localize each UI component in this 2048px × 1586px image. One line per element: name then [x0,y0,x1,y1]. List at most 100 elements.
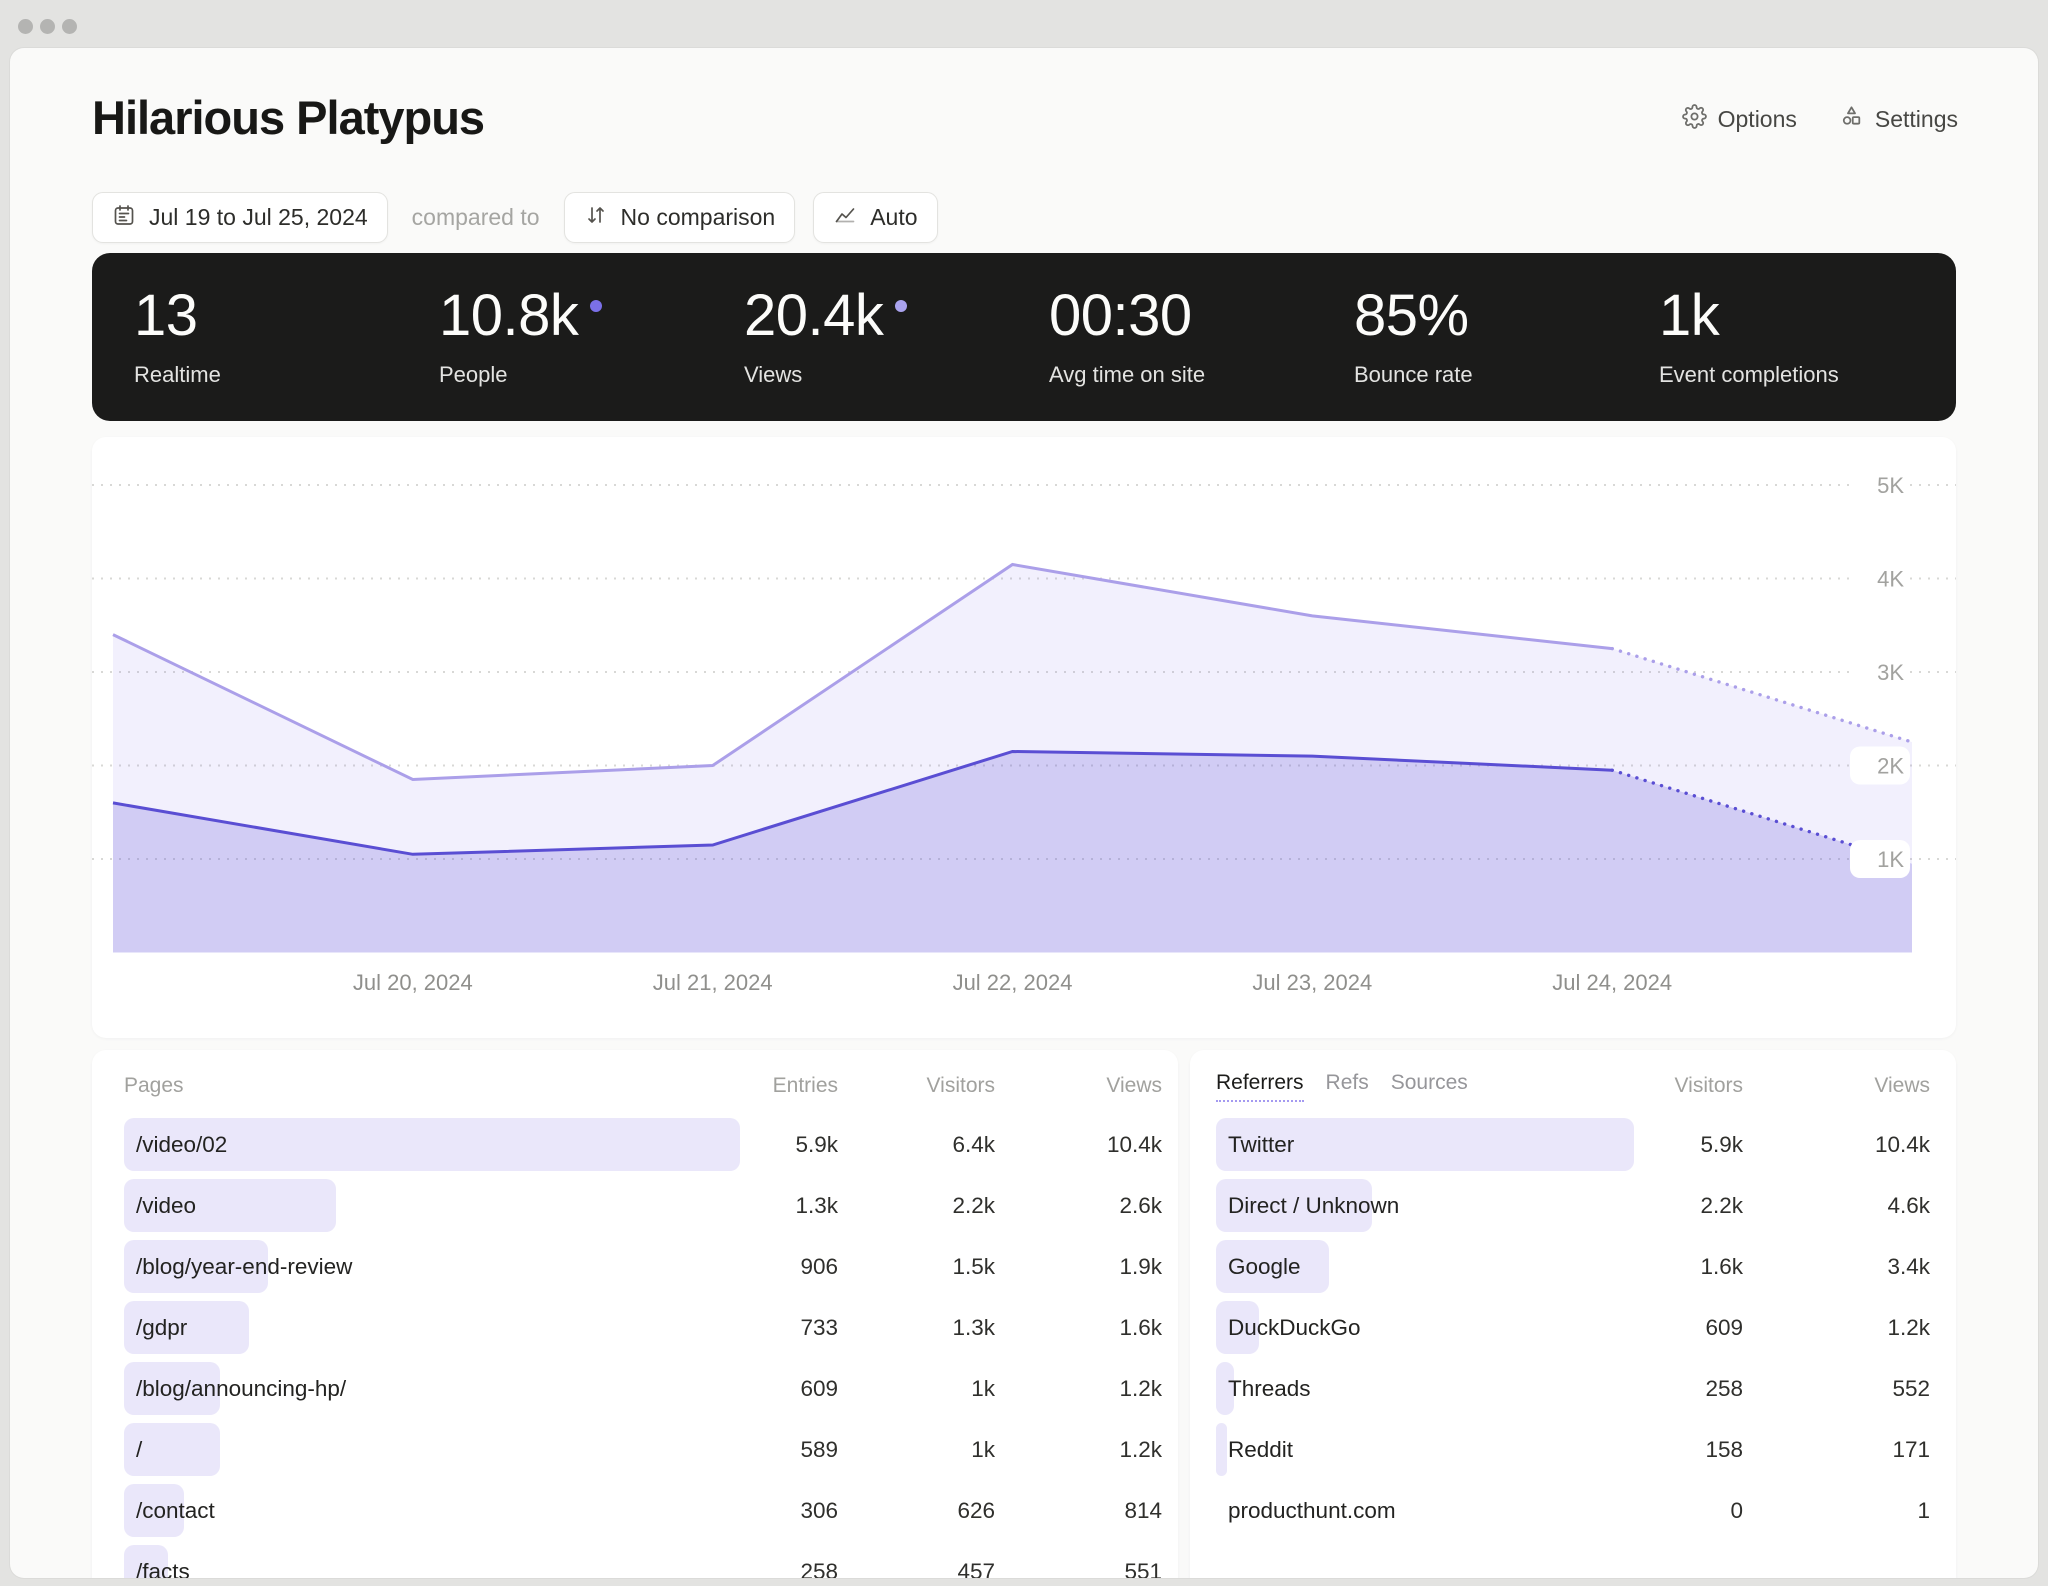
shapes-icon [1839,104,1864,135]
row-name: / [136,1436,143,1462]
pages-table-card: Pages Entries Visitors Views /video/02 5.… [92,1050,1178,1578]
row-value-bar [124,1118,740,1171]
date-range-button[interactable]: Jul 19 to Jul 25, 2024 [92,192,388,243]
row-value-bar [124,1301,249,1354]
window-dot[interactable] [62,19,77,34]
row-value-bar [124,1484,184,1537]
comparison-button[interactable]: No comparison [563,192,796,243]
tab-refs[interactable]: Refs [1325,1070,1369,1094]
row-value-bar [124,1240,268,1293]
row-value-bar [1216,1118,1634,1171]
row-visitors-value: 609 [1705,1314,1743,1340]
row-visitors-value: 1.6k [1700,1253,1743,1279]
stat-value: 00:30 [1049,282,1192,348]
row-value-bar [124,1362,220,1415]
row-name: DuckDuckGo [1228,1314,1361,1340]
row-name: Direct / Unknown [1228,1192,1400,1218]
row-entries-value: 733 [800,1314,838,1340]
page-title: Hilarious Platypus [92,91,485,144]
row-views-value: 10.4k [1874,1131,1930,1157]
column-header-entries: Entries [772,1074,838,1097]
table-row[interactable]: /video 1.3k 2.2k 2.6k [92,1175,1178,1236]
stat-label: People [439,361,508,387]
table-row[interactable]: /video/02 5.9k 6.4k 10.4k [92,1114,1178,1175]
table-row[interactable]: /blog/announcing-hp/609 1k 1.2k [92,1358,1178,1419]
row-visitors-value: 626 [957,1497,995,1523]
settings-button[interactable]: Settings [1839,104,1958,135]
table-row[interactable]: Reddit 158 171 [1190,1419,1956,1480]
row-visitors-value: 258 [1705,1375,1743,1401]
row-name: producthunt.com [1228,1497,1396,1523]
row-views-value: 3.4k [1887,1253,1930,1279]
stat-value: 85% [1354,282,1469,348]
graph-mode-button[interactable]: Auto [813,192,938,243]
table-row[interactable]: producthunt.com 0 1 [1190,1480,1956,1541]
column-header-views: Views [1106,1074,1162,1097]
tab-sources[interactable]: Sources [1390,1070,1468,1094]
row-name: /gdpr [136,1314,188,1340]
table-row[interactable]: DuckDuckGo 609 1.2k [1190,1297,1956,1358]
table-row[interactable]: /blog/year-end-review 906 1.5k 1.9k [92,1236,1178,1297]
pages-table-header: Pages Entries Visitors Views [92,1058,1178,1114]
stat-realtime: 13 Realtime [92,282,397,388]
row-name: Twitter [1228,1131,1295,1157]
table-row[interactable]: Direct / Unknown 2.2k 4.6k [1190,1175,1956,1236]
row-name: Google [1228,1253,1301,1279]
table-row[interactable]: Twitter 5.9k 10.4k [1190,1114,1956,1175]
row-visitors-value: 1k [971,1375,995,1401]
tab-referrers[interactable]: Referrers [1216,1071,1304,1102]
column-header-visitors: Visitors [926,1074,995,1097]
row-views-value: 552 [1892,1375,1930,1401]
column-header-visitors: Visitors [1674,1074,1743,1097]
column-header-pages: Pages [124,1074,184,1097]
table-row[interactable]: / 589 1k 1.2k [92,1419,1178,1480]
row-views-value: 1.9k [1119,1253,1162,1279]
row-visitors-value: 0 [1730,1497,1743,1523]
traffic-chart-card: 1K 2K 3K 4K 5K Jul 20, 2024 Jul 21, 2024 Jul 22… [92,437,1956,1038]
svg-text:2K: 2K [1877,754,1904,779]
svg-text:Jul 21, 2024: Jul 21, 2024 [653,970,773,995]
compared-to-label: compared to [411,204,540,230]
traffic-area-chart: 1K 2K 3K 4K 5K Jul 20, 2024 Jul 21, 2024 Jul 22… [92,466,1956,995]
svg-text:3K: 3K [1877,660,1904,685]
table-row[interactable]: Threads 258 552 [1190,1358,1956,1419]
row-name: /facts [136,1558,190,1579]
row-value-bar [124,1423,220,1476]
series-color-dot [590,299,603,312]
table-row[interactable]: /facts 258 457 551 [92,1541,1178,1578]
stat-label: Avg time on site [1049,361,1206,387]
svg-text:Jul 23, 2024: Jul 23, 2024 [1252,970,1372,995]
row-value-bar [1216,1362,1234,1415]
row-views-value: 1.2k [1887,1314,1930,1340]
svg-text:1K: 1K [1877,847,1904,872]
row-visitors-value: 1k [971,1436,995,1462]
table-row[interactable]: Google 1.6k 3.4k [1190,1236,1956,1297]
calendar-icon [112,203,136,233]
options-label: Options [1717,106,1797,132]
options-button[interactable]: Options [1681,104,1797,135]
row-views-value: 10.4k [1106,1131,1162,1157]
row-views-value: 1 [1917,1497,1930,1523]
stat-avg-time-on-site: 00:30 Avg time on site [1007,282,1312,388]
window-dot[interactable] [18,19,33,34]
row-value-bar [1216,1179,1372,1232]
stat-value: 13 [134,282,198,348]
stat-bounce-rate: 85% Bounce rate [1312,282,1617,388]
table-row[interactable]: /gdpr 733 1.3k 1.6k [92,1297,1178,1358]
graph-mode-value: Auto [870,204,918,230]
row-visitors-value: 2.2k [952,1192,995,1218]
column-header-views: Views [1874,1074,1930,1097]
row-views-value: 2.6k [1119,1192,1162,1218]
gear-icon [1681,104,1707,135]
dashboard-panel: Hilarious Platypus Options Settings J [10,48,2038,1578]
window-controls[interactable] [18,19,77,34]
row-name: /blog/announcing-hp/ [136,1375,347,1401]
row-visitors-value: 158 [1705,1436,1743,1462]
row-value-bar [1216,1301,1259,1354]
table-row[interactable]: /contact 306 626 814 [92,1480,1178,1541]
row-visitors-value: 1.5k [952,1253,995,1279]
row-name: /contact [136,1497,215,1523]
window-dot[interactable] [40,19,55,34]
row-name: /video [136,1192,197,1218]
